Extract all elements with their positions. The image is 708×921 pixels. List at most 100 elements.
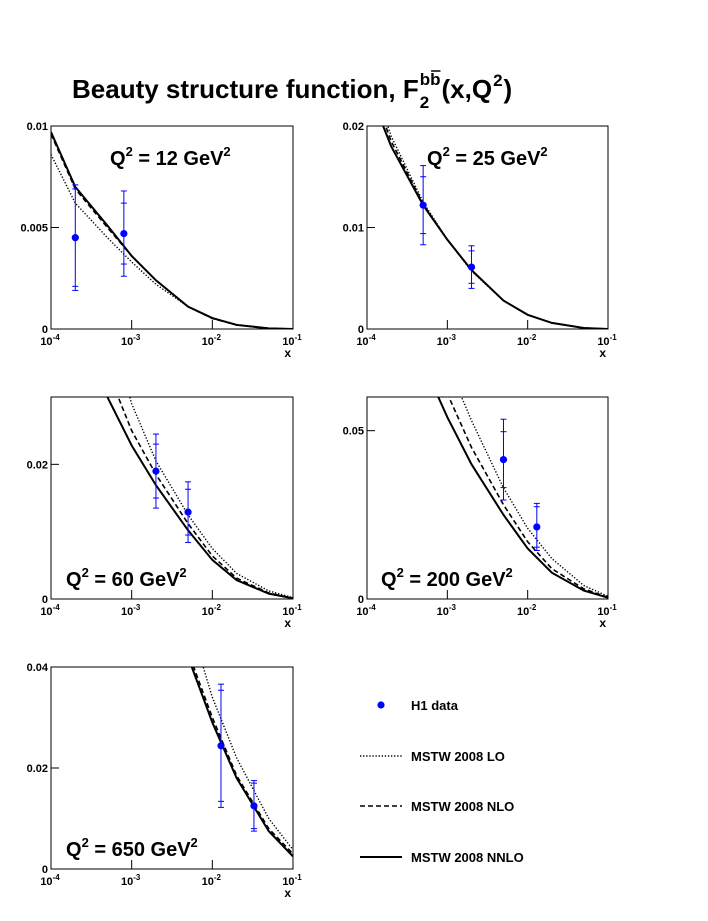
x-tick-label: 10-2 [202, 603, 222, 618]
x-tick-label: 10-2 [517, 603, 537, 618]
curves [190, 667, 293, 858]
plot-frame [50, 396, 294, 600]
x-tick-base: 10 [517, 606, 529, 618]
legend-marker [377, 701, 385, 709]
x-tick-label: 10-2 [517, 333, 537, 348]
panel-label-text: Q [110, 148, 126, 170]
model-curve [437, 397, 608, 599]
panel-label-text: = 60 GeV [89, 569, 180, 591]
plot-frame [366, 396, 609, 600]
data-point [184, 508, 192, 516]
panel-label: Q2 = 200 GeV2 [381, 565, 513, 591]
x-tick-label: 10-1 [282, 333, 302, 348]
data-point [71, 234, 79, 242]
panel-label-text: = 12 GeV [133, 148, 224, 170]
model-curve [202, 667, 293, 851]
title-close: ) [504, 74, 513, 104]
legend-label: MSTW 2008 NLO [411, 799, 514, 814]
x-tick-label: 10-2 [202, 333, 222, 348]
x-tick-exponent: -4 [53, 603, 61, 612]
y-tick-label: 0.02 [27, 763, 48, 775]
x-tick-base: 10 [282, 606, 294, 618]
x-tick-exponent: -4 [369, 333, 377, 342]
panel-label-superscript: 2 [223, 144, 230, 159]
x-tick-exponent: -3 [133, 333, 141, 342]
x-tick-exponent: -2 [214, 603, 222, 612]
x-tick-label: 10-4 [356, 333, 376, 348]
model-curve [106, 397, 293, 599]
panel-label-text: Q [427, 148, 443, 170]
y-tick-label: 0.04 [27, 662, 49, 674]
y-tick-label: 0.02 [343, 121, 364, 133]
x-axis-label: x [284, 886, 291, 900]
panel-label: Q2 = 12 GeV2 [110, 144, 231, 170]
x-tick-exponent: -2 [214, 873, 222, 882]
x-tick-base: 10 [356, 606, 368, 618]
panel-label-text: = 25 GeV [450, 148, 541, 170]
curves [437, 397, 608, 599]
model-curve [51, 154, 293, 329]
x-tick-exponent: -3 [449, 333, 457, 342]
data-point [120, 229, 128, 238]
x-tick-base: 10 [202, 336, 214, 348]
x-tick-base: 10 [121, 336, 133, 348]
data-point [217, 742, 225, 750]
x-tick-base: 10 [356, 336, 368, 348]
data-point [533, 523, 541, 531]
y-tick-label: 0 [358, 324, 364, 336]
x-tick-exponent: -4 [53, 333, 61, 342]
x-tick-exponent: -2 [214, 333, 222, 342]
y-tick-label: 0 [42, 324, 48, 336]
y-tick-label: 0 [42, 864, 48, 876]
panel-label: Q2 = 650 GeV2 [66, 835, 198, 861]
curves [106, 397, 293, 599]
x-tick-base: 10 [282, 876, 294, 888]
model-curve [382, 126, 608, 329]
model-curve [117, 397, 293, 599]
model-curve [460, 397, 608, 597]
x-tick-base: 10 [202, 876, 214, 888]
x-tick-exponent: -3 [449, 603, 457, 612]
y-tick-label: 0.005 [20, 223, 48, 235]
x-tick-label: 10-4 [40, 873, 60, 888]
panel-label-superscript: 2 [443, 144, 450, 159]
x-axis-label: x [284, 616, 291, 630]
model-curve [447, 397, 608, 599]
x-tick-exponent: -1 [610, 333, 618, 342]
title-superscript: bb [420, 70, 441, 89]
x-tick-label: 10-4 [40, 333, 60, 348]
model-curve [386, 126, 608, 329]
model-curve [190, 667, 293, 858]
model-curve [192, 667, 293, 855]
title: Beauty structure function, F [72, 74, 419, 104]
data-point [152, 467, 160, 475]
x-tick-base: 10 [40, 606, 52, 618]
y-tick-label: 0.01 [27, 121, 48, 133]
x-tick-base: 10 [121, 876, 133, 888]
x-axis-label: x [284, 346, 291, 360]
x-tick-exponent: -3 [133, 603, 141, 612]
x-tick-label: 10-1 [597, 333, 617, 348]
x-tick-exponent: -2 [529, 603, 537, 612]
panel-label: Q2 = 60 GeV2 [66, 565, 187, 591]
x-tick-label: 10-4 [40, 603, 60, 618]
x-tick-exponent: -3 [133, 873, 141, 882]
x-tick-label: 10-3 [437, 603, 457, 618]
title-args-superscript: 2 [493, 71, 502, 90]
panel-label-text: Q [66, 839, 82, 861]
legend-label: H1 data [411, 698, 459, 713]
x-tick-base: 10 [282, 336, 294, 348]
curves [51, 131, 293, 329]
data-point [250, 802, 258, 810]
x-tick-base: 10 [437, 336, 449, 348]
x-tick-exponent: -4 [53, 873, 61, 882]
y-tick-label: 0.02 [27, 459, 48, 471]
x-tick-exponent: -2 [529, 333, 537, 342]
x-tick-base: 10 [40, 336, 52, 348]
y-tick-label: 0 [42, 594, 48, 606]
